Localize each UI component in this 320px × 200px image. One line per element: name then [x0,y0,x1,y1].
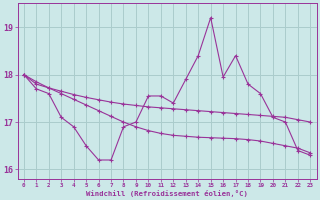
X-axis label: Windchill (Refroidissement éolien,°C): Windchill (Refroidissement éolien,°C) [86,190,248,197]
